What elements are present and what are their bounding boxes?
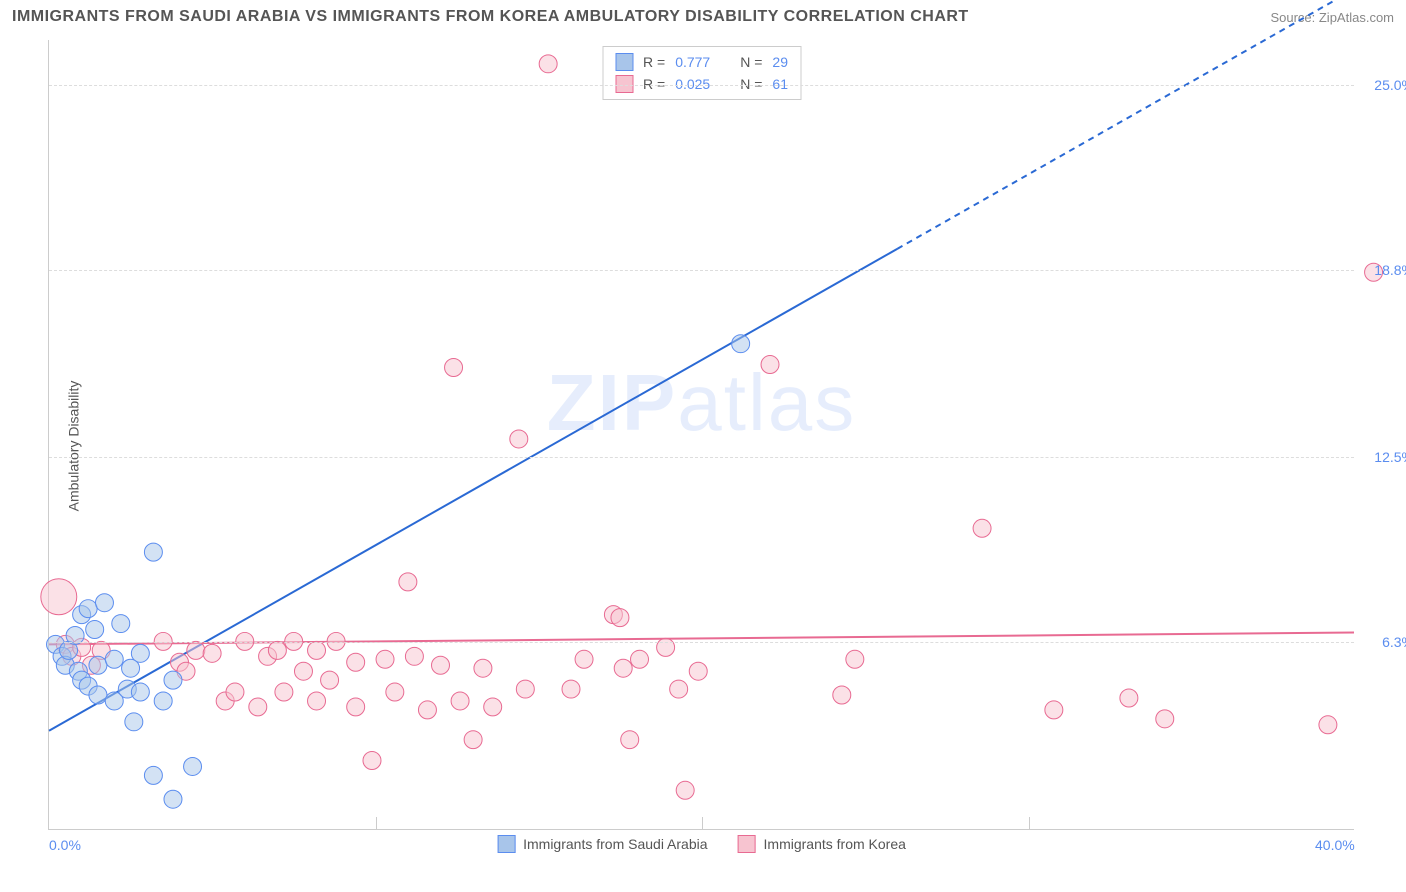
- point-korea: [451, 692, 469, 710]
- point-korea: [761, 356, 779, 374]
- point-korea: [474, 659, 492, 677]
- point-korea: [399, 573, 417, 591]
- legend-stats: R =0.777N =29R =0.025N =61: [602, 46, 801, 100]
- point-saudi: [125, 713, 143, 731]
- point-korea: [268, 641, 286, 659]
- point-korea: [321, 671, 339, 689]
- legend-swatch: [497, 835, 515, 853]
- chart-svg: [49, 40, 1354, 829]
- point-saudi: [154, 692, 172, 710]
- legend-swatch: [615, 53, 633, 71]
- point-korea: [363, 752, 381, 770]
- n-value: 29: [772, 54, 788, 70]
- legend-label: Immigrants from Korea: [764, 836, 906, 852]
- legend-stat-row: R = 0.777 N = 29: [615, 51, 788, 73]
- x-tick: [702, 817, 703, 829]
- point-saudi: [131, 644, 149, 662]
- point-saudi: [89, 686, 107, 704]
- r-label: R =: [643, 54, 665, 70]
- point-korea: [833, 686, 851, 704]
- x-tick: [1029, 817, 1030, 829]
- x-tick-label: 0.0%: [49, 837, 81, 853]
- point-korea: [539, 55, 557, 73]
- source-attribution: Source: ZipAtlas.com: [1270, 10, 1394, 25]
- x-tick-label: 40.0%: [1315, 837, 1355, 853]
- point-korea: [670, 680, 688, 698]
- point-korea: [405, 647, 423, 665]
- point-saudi: [131, 683, 149, 701]
- point-saudi: [144, 766, 162, 784]
- y-tick-label: 6.3%: [1359, 634, 1406, 650]
- point-korea: [484, 698, 502, 716]
- point-saudi: [184, 757, 202, 775]
- y-tick-label: 25.0%: [1359, 77, 1406, 93]
- point-korea: [308, 641, 326, 659]
- point-saudi: [164, 671, 182, 689]
- point-korea: [689, 662, 707, 680]
- x-tick: [376, 817, 377, 829]
- gridline: [49, 642, 1354, 643]
- point-korea: [445, 359, 463, 377]
- point-korea: [347, 698, 365, 716]
- r-value: 0.777: [675, 54, 710, 70]
- point-korea: [973, 519, 991, 537]
- point-korea: [516, 680, 534, 698]
- chart-title: IMMIGRANTS FROM SAUDI ARABIA VS IMMIGRAN…: [12, 8, 969, 26]
- point-korea: [294, 662, 312, 680]
- point-korea: [464, 731, 482, 749]
- point-saudi: [89, 656, 107, 674]
- legend-swatch: [738, 835, 756, 853]
- point-saudi: [112, 615, 130, 633]
- point-korea: [249, 698, 267, 716]
- point-korea: [275, 683, 293, 701]
- point-korea: [418, 701, 436, 719]
- point-korea: [187, 641, 205, 659]
- point-korea: [1045, 701, 1063, 719]
- legend-series: Immigrants from Saudi Arabia Immigrants f…: [497, 835, 906, 853]
- plot-area: ZIPatlas R =0.777N =29R =0.025N =61 Immi…: [48, 40, 1354, 830]
- point-korea: [1156, 710, 1174, 728]
- point-saudi: [144, 543, 162, 561]
- point-korea: [1319, 716, 1337, 734]
- point-korea: [308, 692, 326, 710]
- point-saudi: [105, 650, 123, 668]
- legend-item: Immigrants from Korea: [738, 835, 906, 853]
- point-korea: [676, 781, 694, 799]
- point-saudi: [86, 621, 104, 639]
- trendline-saudi-dashed: [897, 0, 1354, 249]
- y-tick-label: 12.5%: [1359, 449, 1406, 465]
- legend-item: Immigrants from Saudi Arabia: [497, 835, 707, 853]
- point-korea: [575, 650, 593, 668]
- point-korea: [621, 731, 639, 749]
- point-korea: [226, 683, 244, 701]
- gridline: [49, 85, 1354, 86]
- gridline: [49, 270, 1354, 271]
- point-saudi: [732, 335, 750, 353]
- point-korea: [432, 656, 450, 674]
- y-tick-label: 18.8%: [1359, 262, 1406, 278]
- point-korea: [1120, 689, 1138, 707]
- point-korea: [510, 430, 528, 448]
- point-korea: [347, 653, 365, 671]
- point-saudi: [164, 790, 182, 808]
- point-korea: [386, 683, 404, 701]
- point-saudi: [79, 600, 97, 618]
- point-korea: [376, 650, 394, 668]
- point-korea: [846, 650, 864, 668]
- point-korea: [614, 659, 632, 677]
- point-korea: [562, 680, 580, 698]
- point-korea: [657, 638, 675, 656]
- point-saudi: [95, 594, 113, 612]
- point-korea: [41, 579, 77, 615]
- point-korea: [203, 644, 221, 662]
- legend-label: Immigrants from Saudi Arabia: [523, 836, 707, 852]
- point-korea: [631, 650, 649, 668]
- point-korea: [611, 609, 629, 627]
- gridline: [49, 457, 1354, 458]
- n-label: N =: [740, 54, 762, 70]
